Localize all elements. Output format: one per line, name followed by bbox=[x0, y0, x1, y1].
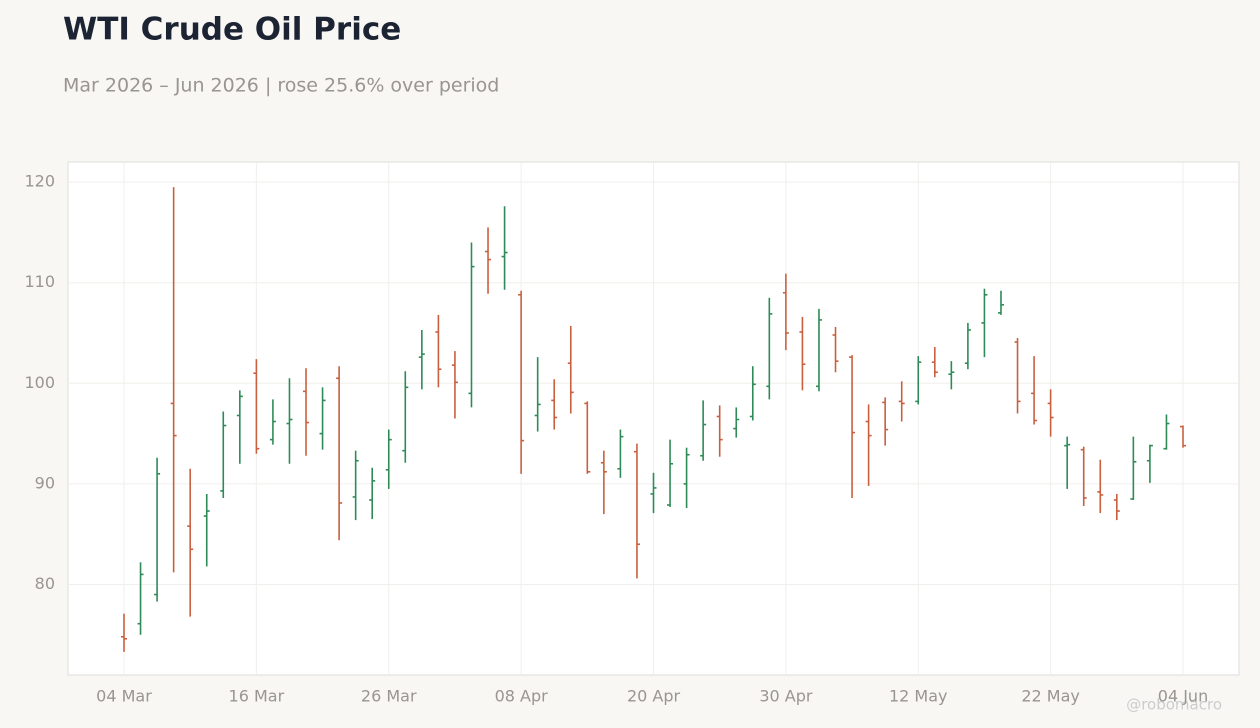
marks bbox=[121, 187, 1186, 652]
x-tick-label: 26 Mar bbox=[361, 687, 417, 706]
grid bbox=[68, 162, 1239, 675]
y-tick-label: 100 bbox=[24, 373, 55, 392]
x-tick-label: 20 Apr bbox=[627, 687, 681, 706]
x-tick-label: 04 Jun bbox=[1158, 687, 1208, 706]
watermark: @robomacro bbox=[1126, 696, 1222, 714]
y-tick-label: 120 bbox=[24, 172, 55, 191]
x-tick-label: 04 Mar bbox=[96, 687, 152, 706]
chart-title: WTI Crude Oil Price bbox=[63, 12, 401, 48]
x-tick-label: 16 Mar bbox=[229, 687, 285, 706]
x-tick-label: 12 May bbox=[889, 687, 948, 706]
y-tick-label: 80 bbox=[35, 574, 55, 593]
y-tick-label: 110 bbox=[24, 272, 55, 291]
x-tick-label: 30 Apr bbox=[759, 687, 813, 706]
x-tick-label: 08 Apr bbox=[495, 687, 549, 706]
y-tick-label: 90 bbox=[35, 473, 55, 492]
x-tick-label: 22 May bbox=[1021, 687, 1080, 706]
chart-subtitle: Mar 2026 – Jun 2026 | rose 25.6% over pe… bbox=[63, 75, 499, 97]
